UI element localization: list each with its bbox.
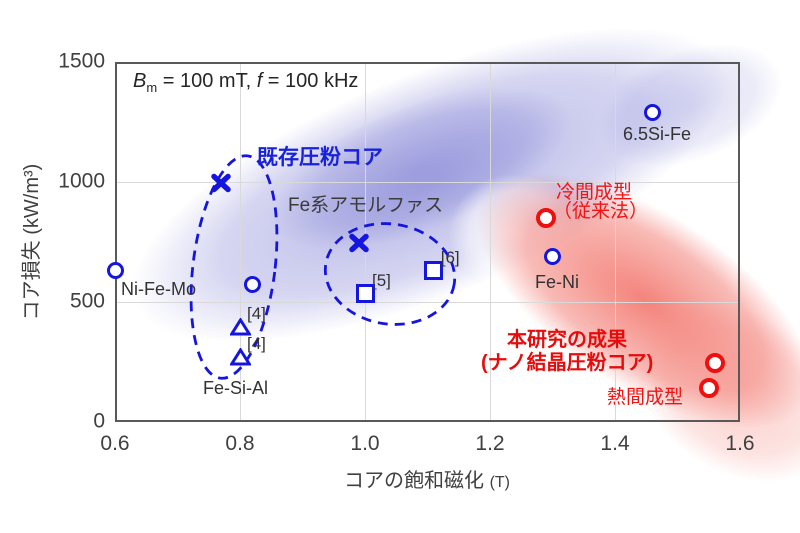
x-tick-label: 1.6: [725, 432, 755, 455]
annotation-this-work-line1: 本研究の成果: [507, 329, 627, 351]
y-tick-label: 1500: [58, 49, 105, 73]
annotation-existing-dust-core: 既存圧粉コア: [257, 146, 383, 169]
y-axis-title: コア損失 (kW/m³): [21, 163, 43, 321]
annotation-si-fe-6-5: 6.5Si-Fe: [623, 124, 692, 144]
x-axis-unit: (T): [489, 474, 510, 491]
point-existing-x-1: [210, 173, 232, 193]
reference-label: [4]: [247, 334, 266, 354]
reference-label: [6]: [440, 247, 460, 267]
annotation-fe-ni: Fe-Ni: [535, 272, 579, 292]
point-ni-fe-mo: [106, 262, 124, 280]
annotation-this-work-line2: (ナノ結晶圧粉コア): [481, 352, 654, 374]
x-marker-icon: [211, 173, 231, 193]
x-tick-label: 1.4: [600, 432, 630, 455]
point-si-fe-6-5: [644, 103, 661, 121]
x-tick-label: 0.6: [100, 432, 130, 455]
condition-mid: = 100 mT,: [157, 70, 257, 92]
y-tick-label: 500: [69, 289, 105, 313]
x-axis-title: コアの飽和磁化 (T): [240, 464, 614, 493]
reference-label: [5]: [372, 270, 391, 290]
annotation-fe-si-al: Fe-Si-Al: [203, 378, 269, 398]
condition-label: Bm = 100 mT, f = 100 kHz: [133, 70, 358, 95]
point-fe-si-al-circle: [244, 275, 261, 293]
point-fe-ni: [544, 247, 561, 265]
point-fe-amorphous-x: [348, 233, 370, 253]
x-tick-label: 1.0: [350, 432, 380, 455]
annotation-cold-press-line2: （従来法）: [553, 201, 649, 222]
x-tick-label: 0.8: [225, 432, 255, 455]
reference-label: [4]: [247, 304, 266, 324]
annotation-fe-amorphous: Fe系アモルファス: [288, 195, 444, 216]
b-subscript: m: [146, 80, 158, 95]
x-axis-title-text: コアの飽和磁化: [344, 470, 484, 492]
x-marker-icon: [349, 233, 369, 253]
x-tick-label: 1.2: [475, 432, 505, 455]
y-tick-label: 1000: [58, 169, 105, 193]
b-symbol: B: [133, 70, 147, 92]
condition-tail: = 100 kHz: [262, 70, 359, 92]
annotation-hot-press: 熱間成型: [607, 387, 684, 408]
annotation-ni-fe-mo: Ni-Fe-Mo: [121, 279, 196, 299]
y-tick-label: 0: [93, 409, 105, 433]
